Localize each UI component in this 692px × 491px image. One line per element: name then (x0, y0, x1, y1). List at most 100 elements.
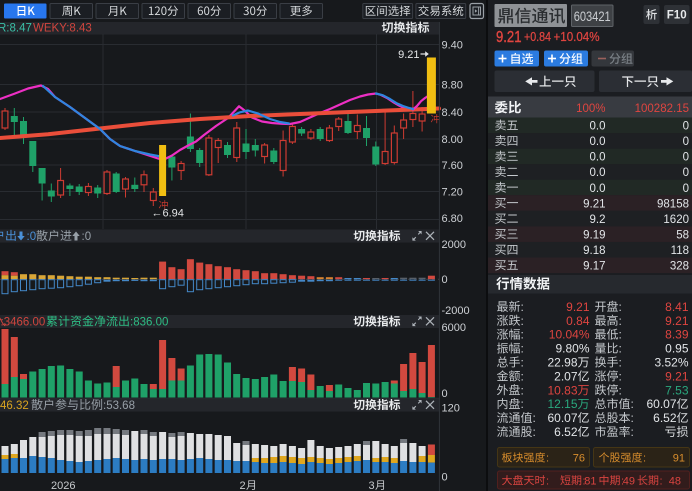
svg-text:120: 120 (442, 403, 460, 415)
svg-text:WEKY:8.43: WEKY:8.43 (33, 22, 92, 34)
svg-text:9.17: 9.17 (583, 261, 605, 273)
svg-text::: : (619, 314, 622, 328)
svg-text::: : (533, 411, 536, 425)
svg-text::: : (631, 397, 634, 411)
svg-text::: : (660, 475, 663, 487)
svg-text:+10.04%: +10.04% (554, 30, 600, 44)
svg-text:8.39: 8.39 (665, 328, 689, 342)
svg-text:60.07: 60.07 (646, 397, 676, 411)
svg-text::: : (619, 300, 622, 314)
svg-text:100282.15: 100282.15 (635, 103, 689, 115)
svg-text::3466.00: :3466.00 (1, 317, 46, 329)
svg-text::53.68: :53.68 (103, 400, 135, 412)
svg-text:2.07: 2.07 (554, 369, 578, 383)
svg-text::: : (521, 342, 524, 356)
svg-text:118: 118 (671, 245, 689, 257)
svg-text:7.53: 7.53 (665, 383, 689, 397)
svg-text::: : (619, 383, 622, 397)
svg-text:1620: 1620 (663, 214, 689, 226)
svg-text:48: 48 (669, 475, 681, 487)
svg-text:12.15: 12.15 (547, 397, 577, 411)
svg-text:9.40: 9.40 (442, 40, 463, 52)
svg-text:8.80: 8.80 (442, 80, 463, 92)
svg-text::: : (521, 314, 524, 328)
svg-text:81: 81 (584, 475, 596, 487)
svg-text:9.21: 9.21 (583, 198, 605, 210)
svg-text:0: 0 (442, 388, 448, 400)
svg-text::: : (631, 425, 634, 439)
svg-text::: : (521, 397, 524, 411)
svg-text::: : (533, 425, 536, 439)
svg-text:0.0: 0.0 (590, 136, 606, 148)
svg-text:60.07: 60.07 (547, 411, 577, 425)
svg-text:0.0: 0.0 (590, 167, 606, 179)
svg-text::: : (619, 342, 622, 356)
svg-text:6.52: 6.52 (554, 425, 578, 439)
svg-text::836.00: :836.00 (130, 317, 168, 329)
svg-text:9.21: 9.21 (665, 369, 689, 383)
svg-text:0.84: 0.84 (566, 314, 590, 328)
svg-text:2026: 2026 (51, 480, 75, 491)
svg-text:9.80%: 9.80% (555, 342, 589, 356)
svg-text:7.60: 7.60 (442, 160, 463, 172)
svg-text:3: 3 (369, 480, 375, 491)
svg-text:0: 0 (683, 121, 689, 133)
svg-text:0: 0 (683, 136, 689, 148)
svg-text:98158: 98158 (657, 198, 689, 210)
svg-text:R:8.47: R:8.47 (0, 22, 32, 34)
svg-text:8.40: 8.40 (442, 107, 463, 119)
svg-text:2: 2 (240, 480, 246, 491)
svg-text:7.20: 7.20 (442, 187, 463, 199)
svg-text::: : (521, 328, 524, 342)
svg-text:3.52%: 3.52% (654, 356, 688, 370)
svg-text::: : (521, 383, 524, 397)
svg-text::: : (643, 453, 646, 465)
svg-text::: : (619, 369, 622, 383)
svg-text::: : (619, 356, 622, 370)
svg-text:8.00: 8.00 (442, 134, 463, 146)
svg-text:10.83: 10.83 (547, 383, 577, 397)
svg-text:←6.94: ←6.94 (152, 208, 184, 220)
svg-text:22.98: 22.98 (547, 356, 577, 370)
svg-text:0.0: 0.0 (590, 152, 606, 164)
svg-text:10.04%: 10.04% (549, 328, 590, 342)
svg-text:58: 58 (676, 229, 689, 241)
svg-text:9.21: 9.21 (665, 314, 689, 328)
svg-text::: : (619, 328, 622, 342)
svg-text::: : (521, 369, 524, 383)
svg-text:8.41: 8.41 (665, 300, 689, 314)
svg-text:0.0: 0.0 (590, 183, 606, 195)
svg-text:9.19: 9.19 (583, 229, 605, 241)
svg-text:0: 0 (683, 167, 689, 179)
svg-text::: : (546, 453, 549, 465)
svg-text:9.2: 9.2 (590, 214, 606, 226)
svg-text:0: 0 (442, 472, 448, 484)
svg-text:-2000: -2000 (442, 305, 470, 317)
svg-text:9.21: 9.21 (398, 49, 419, 61)
svg-text:91: 91 (673, 453, 685, 465)
svg-text::: : (521, 300, 524, 314)
svg-text::: : (546, 475, 549, 487)
svg-text:46.32: 46.32 (0, 400, 29, 412)
svg-text:2000: 2000 (442, 239, 466, 251)
svg-text:F10: F10 (667, 10, 687, 22)
svg-text:0.0: 0.0 (590, 121, 606, 133)
svg-text:0: 0 (442, 274, 448, 286)
svg-text:6.80: 6.80 (442, 213, 463, 225)
svg-text:6000: 6000 (442, 322, 466, 334)
svg-text:+0.84: +0.84 (524, 30, 551, 44)
svg-text:603421: 603421 (574, 9, 611, 24)
svg-text:9.21: 9.21 (496, 29, 522, 46)
svg-text:6.52: 6.52 (653, 411, 677, 425)
svg-text:0: 0 (683, 183, 689, 195)
svg-text:100%: 100% (576, 103, 605, 115)
svg-text:0.95: 0.95 (665, 342, 689, 356)
svg-text:9.21: 9.21 (566, 300, 590, 314)
svg-text::0: :0 (27, 231, 37, 243)
svg-text:49: 49 (623, 475, 635, 487)
svg-text:9.18: 9.18 (583, 245, 605, 257)
svg-text::: : (583, 475, 586, 487)
svg-text:328: 328 (670, 261, 689, 273)
svg-text:76: 76 (573, 453, 585, 465)
svg-text::: : (521, 356, 524, 370)
